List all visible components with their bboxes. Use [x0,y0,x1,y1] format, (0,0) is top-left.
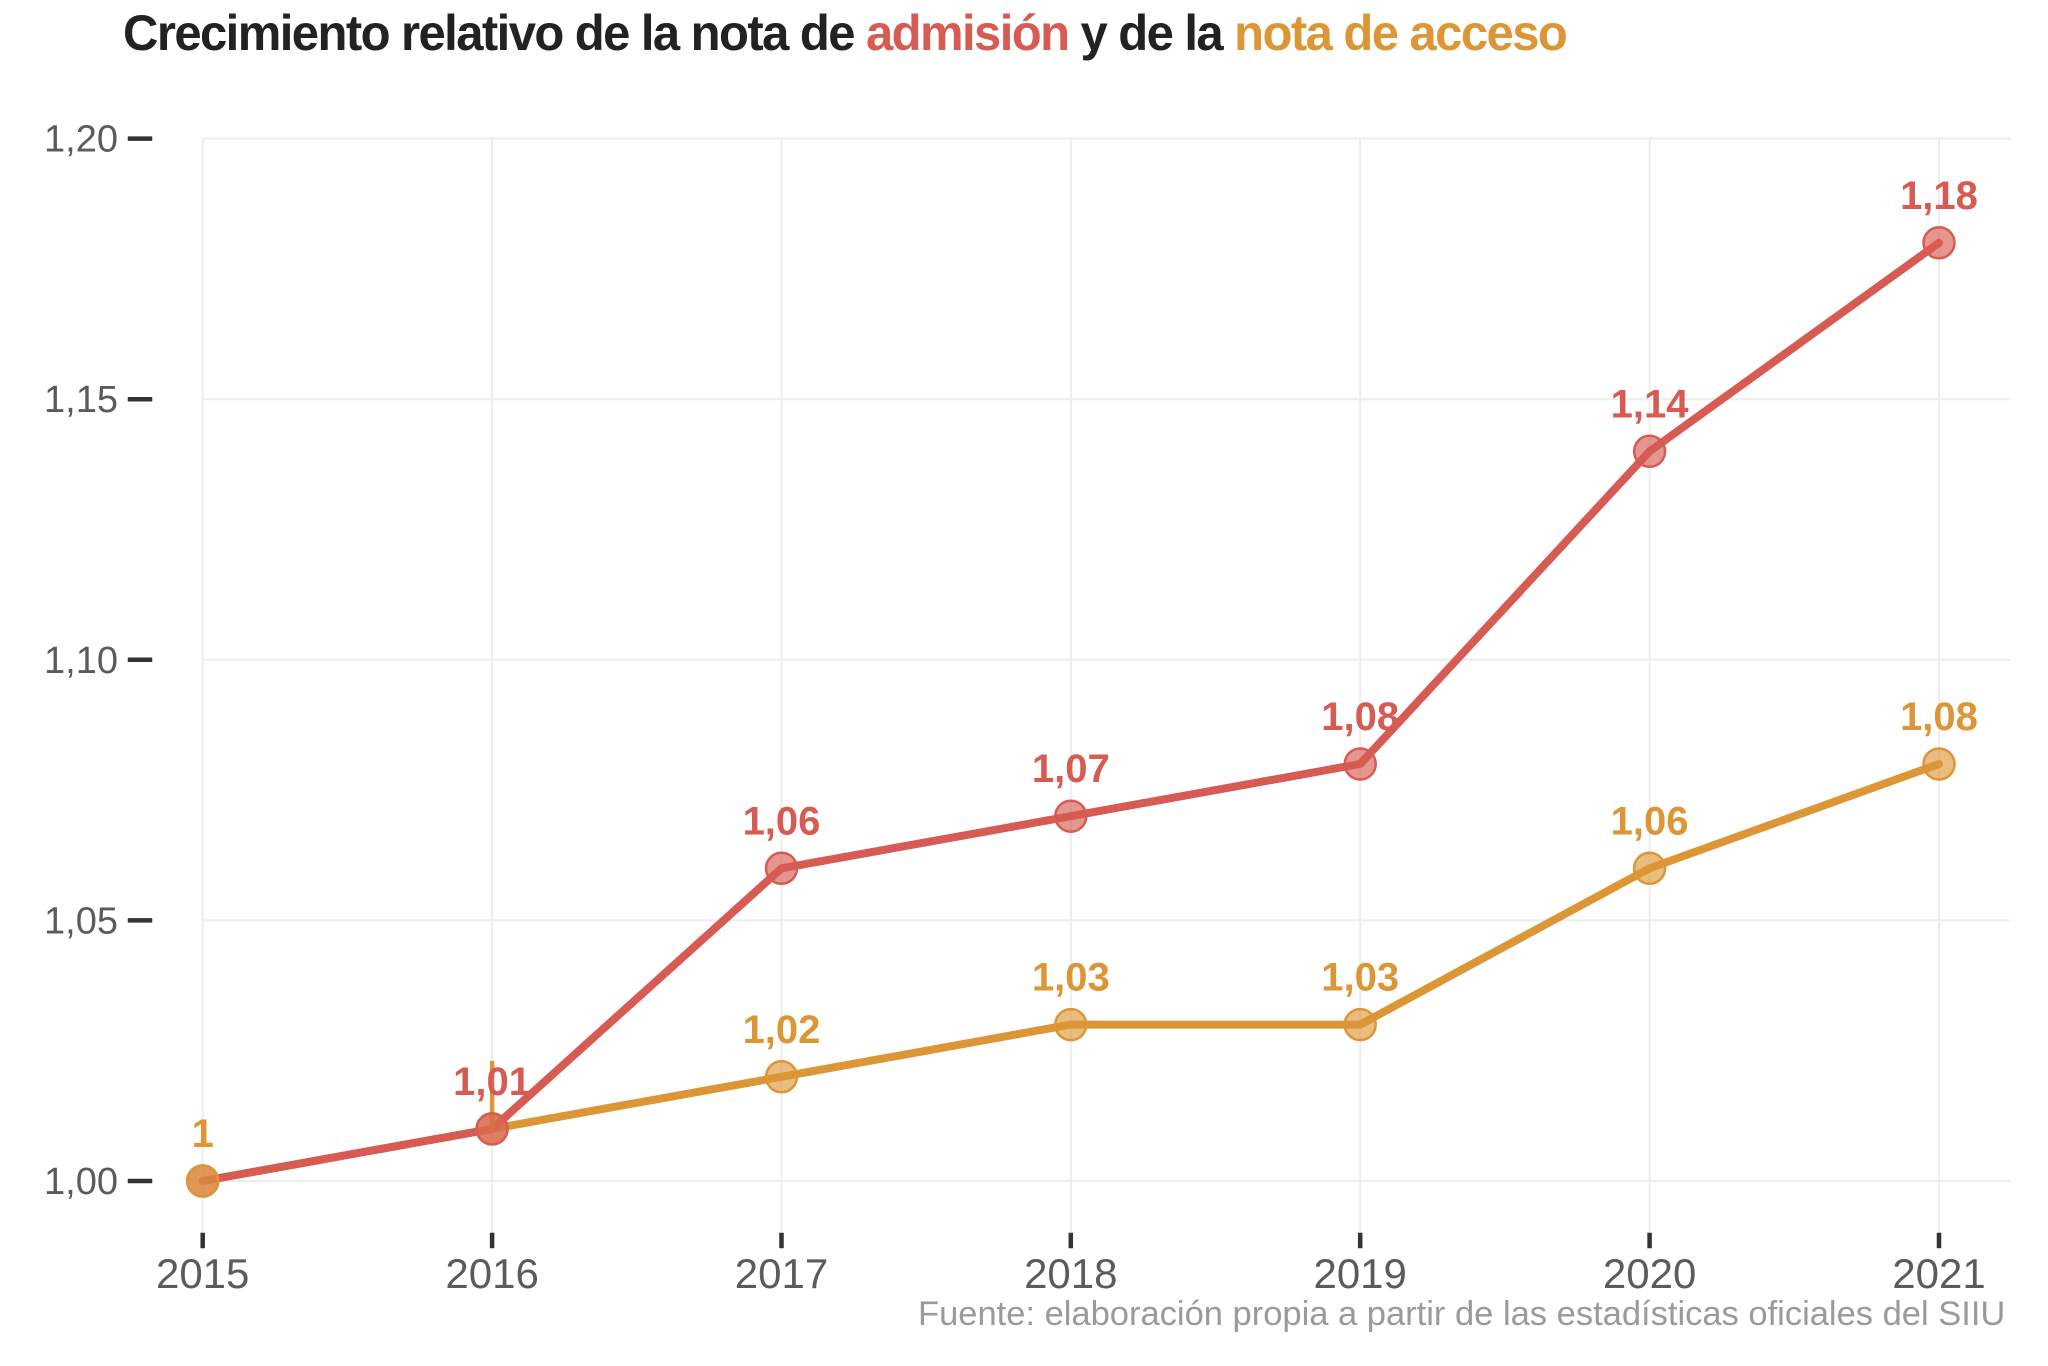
svg-text:1,05: 1,05 [44,900,118,942]
svg-text:1,00: 1,00 [44,1161,118,1203]
svg-text:1,20: 1,20 [44,119,118,161]
svg-text:1,02: 1,02 [743,1008,821,1052]
svg-text:1,03: 1,03 [1032,956,1110,1000]
svg-text:2017: 2017 [735,1250,828,1297]
svg-text:1,03: 1,03 [1321,956,1399,1000]
svg-text:2019: 2019 [1313,1250,1406,1297]
svg-text:1,08: 1,08 [1321,695,1399,739]
svg-text:1,18: 1,18 [1900,174,1978,218]
svg-text:1,07: 1,07 [1032,747,1110,791]
svg-text:1,01: 1,01 [453,1060,531,1104]
svg-text:1,10: 1,10 [44,640,118,682]
svg-text:2018: 2018 [1024,1250,1117,1297]
svg-text:2016: 2016 [445,1250,538,1297]
svg-text:1,15: 1,15 [44,379,118,421]
svg-text:2015: 2015 [156,1250,249,1297]
svg-text:1,06: 1,06 [1611,799,1689,843]
svg-text:1,08: 1,08 [1900,695,1978,739]
svg-text:1: 1 [192,1112,214,1156]
svg-text:2021: 2021 [1892,1250,1985,1297]
svg-text:1,06: 1,06 [743,799,821,843]
svg-text:2020: 2020 [1603,1250,1696,1297]
svg-text:1,14: 1,14 [1611,382,1690,426]
